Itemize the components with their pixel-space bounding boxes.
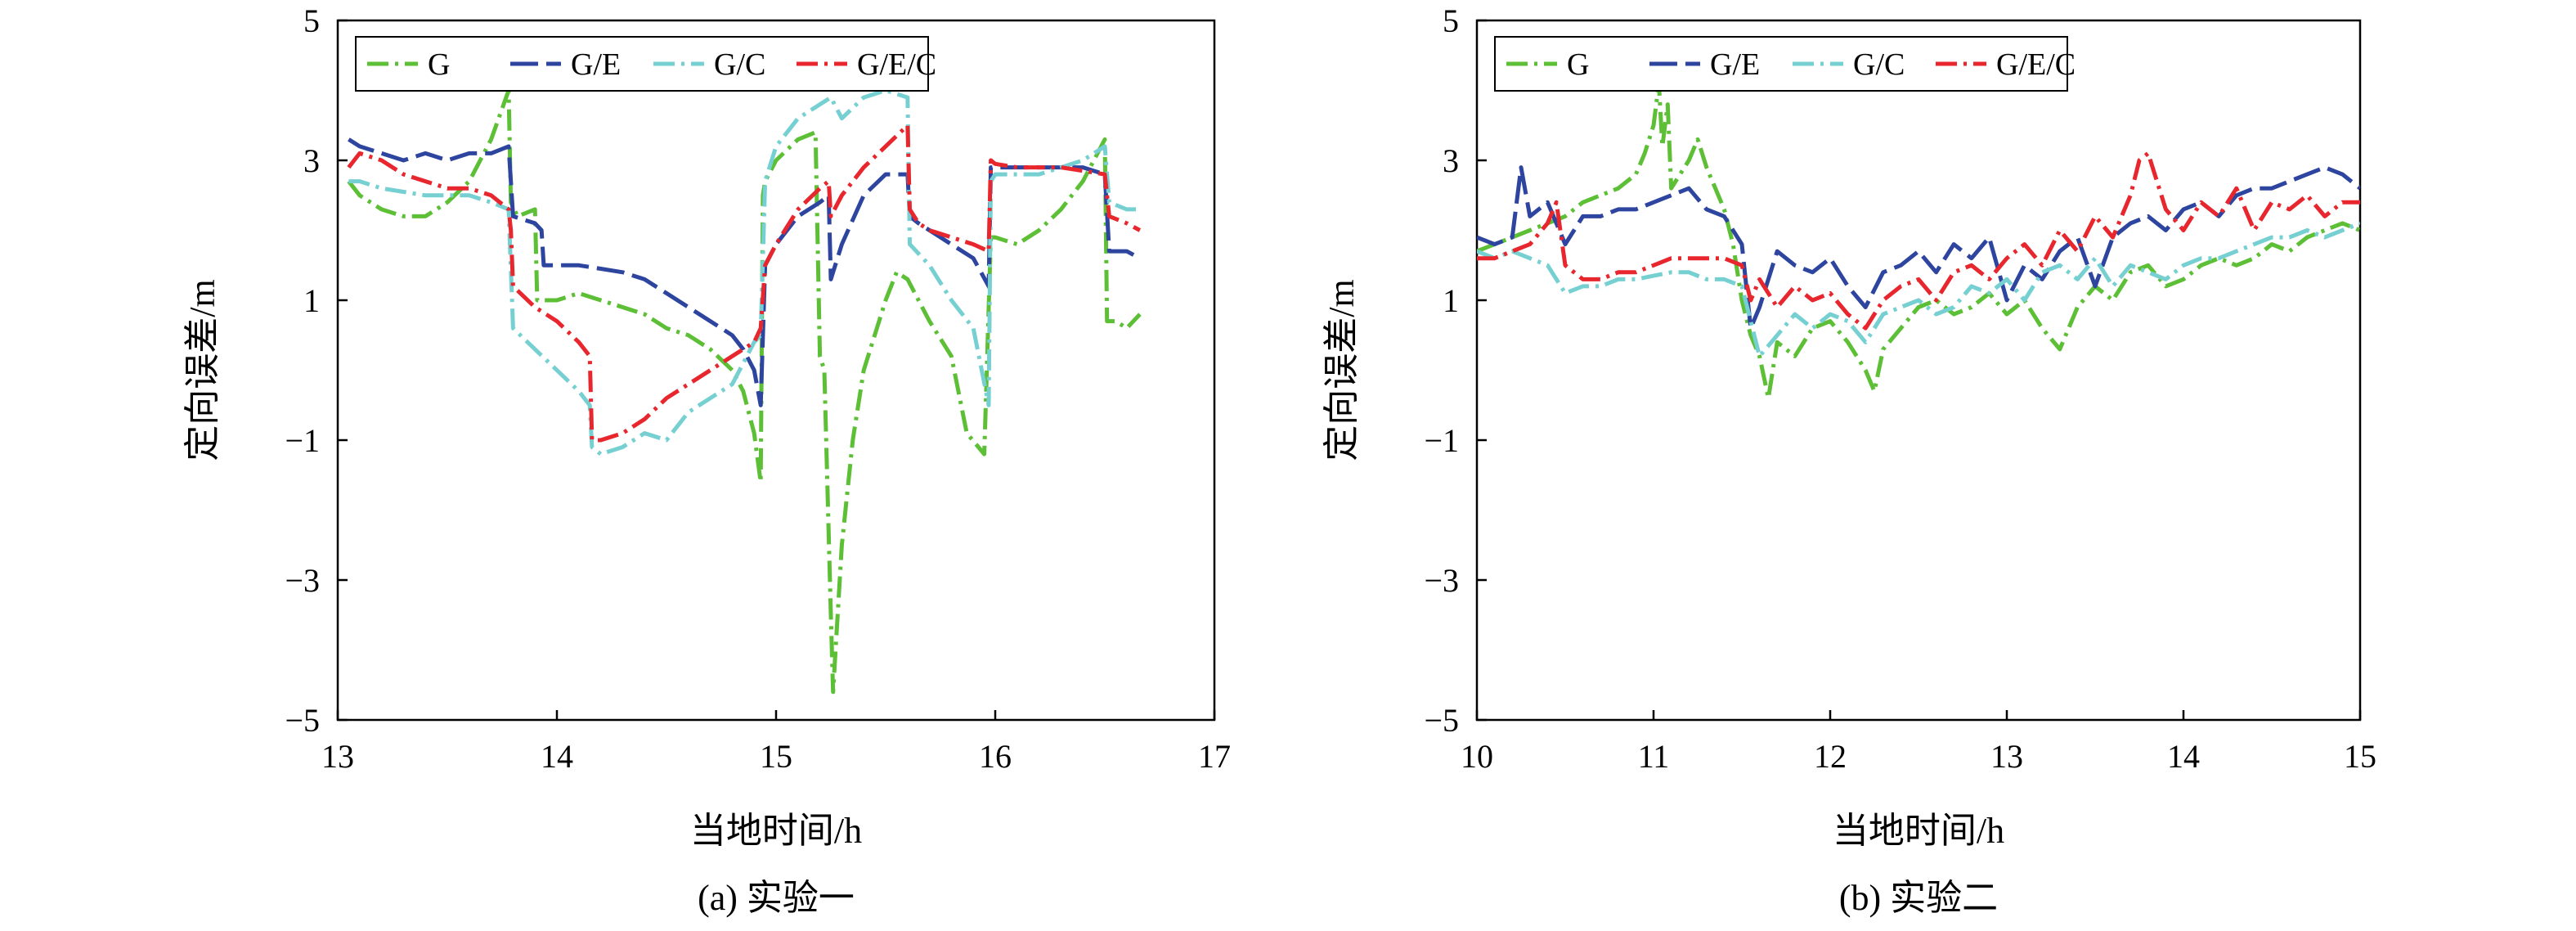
- y-tick-label: −3: [1424, 562, 1459, 599]
- legend-entry-label: G: [1567, 47, 1589, 82]
- legend-entry-label: G/C: [1853, 47, 1905, 82]
- series-line-g-c: [348, 88, 1140, 457]
- y-tick-label: 1: [1443, 282, 1459, 319]
- x-tick-label: 14: [2167, 738, 2200, 775]
- series-line-g-e-c: [347, 123, 1142, 443]
- legend-entry-label: G/C: [714, 47, 765, 82]
- x-tick-label: 13: [1990, 738, 2023, 775]
- legend-box: [355, 36, 929, 92]
- y-tick-label: −5: [285, 702, 320, 739]
- x-tick-label: 11: [1638, 738, 1670, 775]
- series-group: [347, 88, 1142, 695]
- x-tick-label: 10: [1461, 738, 1493, 775]
- legend-entry-label: G/E/C: [1996, 47, 2076, 82]
- y-axis-label: 定向误差/m: [182, 279, 222, 461]
- chart-experiment-2: 10 11 12 13 14 15 5 3 1 −1 −3 −5 当地时间/h 定向误差/m (b) 实验二…: [1322, 2, 2376, 918]
- series-line-g: [1477, 81, 2360, 401]
- legend: G G/E G/C G/E/C: [1494, 36, 2076, 92]
- x-tick-label: 14: [541, 738, 573, 775]
- legend: G G/E G/C G/E/C: [355, 36, 936, 92]
- legend-entry-label: G/E/C: [857, 47, 936, 82]
- y-tick-label: 5: [1443, 2, 1459, 39]
- y-tick-label: −3: [285, 562, 320, 599]
- legend-entry-label: G/E: [1710, 47, 1760, 82]
- y-axis-label: 定向误差/m: [1322, 279, 1362, 461]
- series-line-g: [347, 88, 1142, 695]
- x-axis-label: 当地时间/h: [690, 811, 862, 851]
- legend-entry-label: G: [428, 47, 450, 82]
- y-tick-label: 5: [303, 2, 320, 39]
- y-tick-label: 1: [303, 282, 320, 319]
- x-tick-label: 13: [321, 738, 354, 775]
- y-tick-label: −1: [285, 422, 320, 459]
- plot-frame: [336, 19, 1216, 722]
- x-tick-label: 12: [1814, 738, 1847, 775]
- series-line-g-e: [1477, 165, 2360, 331]
- x-tick-label: 15: [2344, 738, 2376, 775]
- y-tick-label: −5: [1424, 702, 1459, 739]
- x-axis-label: 当地时间/h: [1833, 811, 2004, 851]
- y-tick-label: −1: [1424, 422, 1459, 459]
- plot-frame: [1475, 19, 2362, 722]
- x-tick-label: 15: [760, 738, 792, 775]
- x-tick-label: 17: [1198, 738, 1231, 775]
- legend-box: [1494, 36, 2068, 92]
- y-tick-label: 3: [303, 142, 320, 179]
- series-line-g-c: [1477, 221, 2360, 358]
- chart-caption: (a) 实验一: [698, 878, 855, 918]
- x-tick-label: 16: [979, 738, 1012, 775]
- chart-caption: (b) 实验二: [1839, 878, 1998, 918]
- series-line-g-e-c: [1477, 151, 2360, 331]
- series-group: [1477, 81, 2360, 401]
- series-line-g-e: [348, 137, 1142, 407]
- legend-entry-label: G/E: [571, 47, 621, 82]
- y-tick-label: 3: [1443, 142, 1459, 179]
